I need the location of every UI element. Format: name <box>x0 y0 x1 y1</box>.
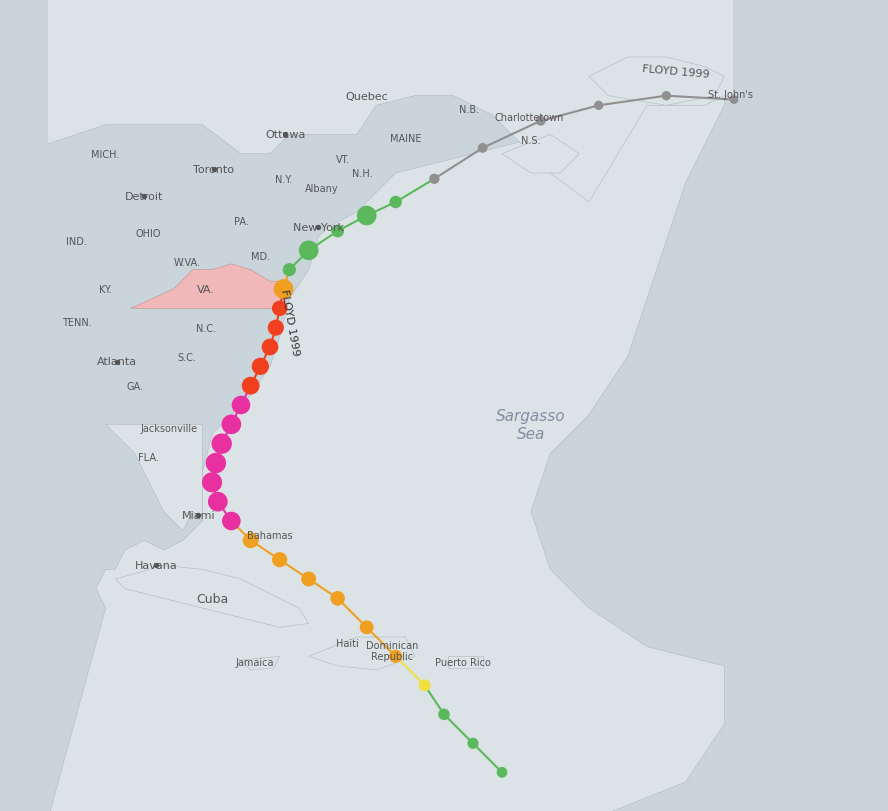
Point <box>330 225 345 238</box>
Point <box>225 515 239 528</box>
Text: N.C.: N.C. <box>196 324 217 333</box>
Point <box>263 341 277 354</box>
Text: N.B.: N.B. <box>459 105 480 115</box>
Point <box>243 380 258 393</box>
Point <box>302 573 316 586</box>
Point <box>234 399 248 412</box>
Point <box>360 621 374 634</box>
Point <box>278 129 292 142</box>
Polygon shape <box>131 264 289 309</box>
Text: Charlottetown: Charlottetown <box>495 113 564 122</box>
Text: PA.: PA. <box>234 217 249 227</box>
Point <box>210 496 225 508</box>
Polygon shape <box>115 566 309 628</box>
Point <box>191 509 205 522</box>
Point <box>659 90 673 103</box>
Point <box>427 173 441 186</box>
Text: N.Y.: N.Y. <box>275 174 292 185</box>
Point <box>243 534 258 547</box>
Point <box>253 360 267 373</box>
Text: FLA.: FLA. <box>138 453 159 462</box>
Text: Dominican
Republic: Dominican Republic <box>366 640 418 662</box>
Point <box>269 322 283 335</box>
Text: MICH.: MICH. <box>91 149 120 160</box>
Point <box>330 592 345 605</box>
Point <box>466 737 480 750</box>
Point <box>215 438 229 451</box>
Point <box>417 679 432 692</box>
Point <box>476 142 490 155</box>
Point <box>437 708 451 721</box>
Polygon shape <box>48 0 734 203</box>
Point <box>389 650 403 663</box>
Point <box>209 457 223 470</box>
Polygon shape <box>309 637 415 670</box>
Text: Puerto Rico: Puerto Rico <box>435 658 491 667</box>
Text: Detroit: Detroit <box>125 192 163 202</box>
Text: Quebec: Quebec <box>345 92 388 101</box>
Point <box>727 94 741 107</box>
Point <box>534 115 548 128</box>
Text: MD.: MD. <box>250 252 270 262</box>
Point <box>495 766 509 779</box>
Text: VA.: VA. <box>197 285 215 294</box>
Text: Cuba: Cuba <box>196 592 228 605</box>
Point <box>225 418 239 431</box>
Text: W.VA.: W.VA. <box>173 258 201 268</box>
Text: VT.: VT. <box>337 155 351 165</box>
Text: Miami: Miami <box>182 511 215 521</box>
Point <box>302 245 316 258</box>
Text: Bahamas: Bahamas <box>247 530 293 540</box>
Text: FLOYD 1999: FLOYD 1999 <box>642 63 710 79</box>
Text: St. John's: St. John's <box>708 90 753 100</box>
Point <box>311 221 325 234</box>
Point <box>591 100 606 113</box>
Text: TENN.: TENN. <box>62 317 91 328</box>
Point <box>282 264 297 277</box>
Text: GA.: GA. <box>126 381 143 391</box>
Polygon shape <box>448 657 483 668</box>
Text: Jacksonville: Jacksonville <box>141 423 198 434</box>
Text: S.C.: S.C. <box>178 352 196 363</box>
Text: MAINE: MAINE <box>390 134 421 144</box>
Text: Sargasso
Sea: Sargasso Sea <box>496 409 566 441</box>
Text: Toronto: Toronto <box>194 165 234 175</box>
Text: KY.: KY. <box>99 285 112 294</box>
Point <box>207 164 221 177</box>
Text: IND.: IND. <box>67 236 87 247</box>
Point <box>205 476 219 489</box>
Point <box>360 210 374 223</box>
Polygon shape <box>502 135 579 174</box>
Point <box>273 553 287 566</box>
Text: FLOYD 1999: FLOYD 1999 <box>279 289 300 357</box>
Text: New York: New York <box>293 223 344 233</box>
Point <box>149 560 163 573</box>
Point <box>276 283 290 296</box>
Polygon shape <box>589 58 725 106</box>
Text: OHIO: OHIO <box>136 229 161 238</box>
Text: N.S.: N.S. <box>521 136 541 146</box>
Point <box>110 355 124 368</box>
Text: Haiti: Haiti <box>336 638 359 648</box>
Text: Ottawa: Ottawa <box>266 131 305 140</box>
Text: N.H.: N.H. <box>353 169 373 178</box>
Point <box>389 196 403 209</box>
Polygon shape <box>241 657 280 670</box>
Text: Albany: Albany <box>305 184 339 194</box>
Text: Jamaica: Jamaica <box>235 658 274 667</box>
Point <box>273 303 287 315</box>
Polygon shape <box>48 58 734 811</box>
Text: Atlanta: Atlanta <box>97 357 138 367</box>
Polygon shape <box>106 425 202 531</box>
Point <box>138 191 152 204</box>
Text: Havana: Havana <box>135 560 178 571</box>
